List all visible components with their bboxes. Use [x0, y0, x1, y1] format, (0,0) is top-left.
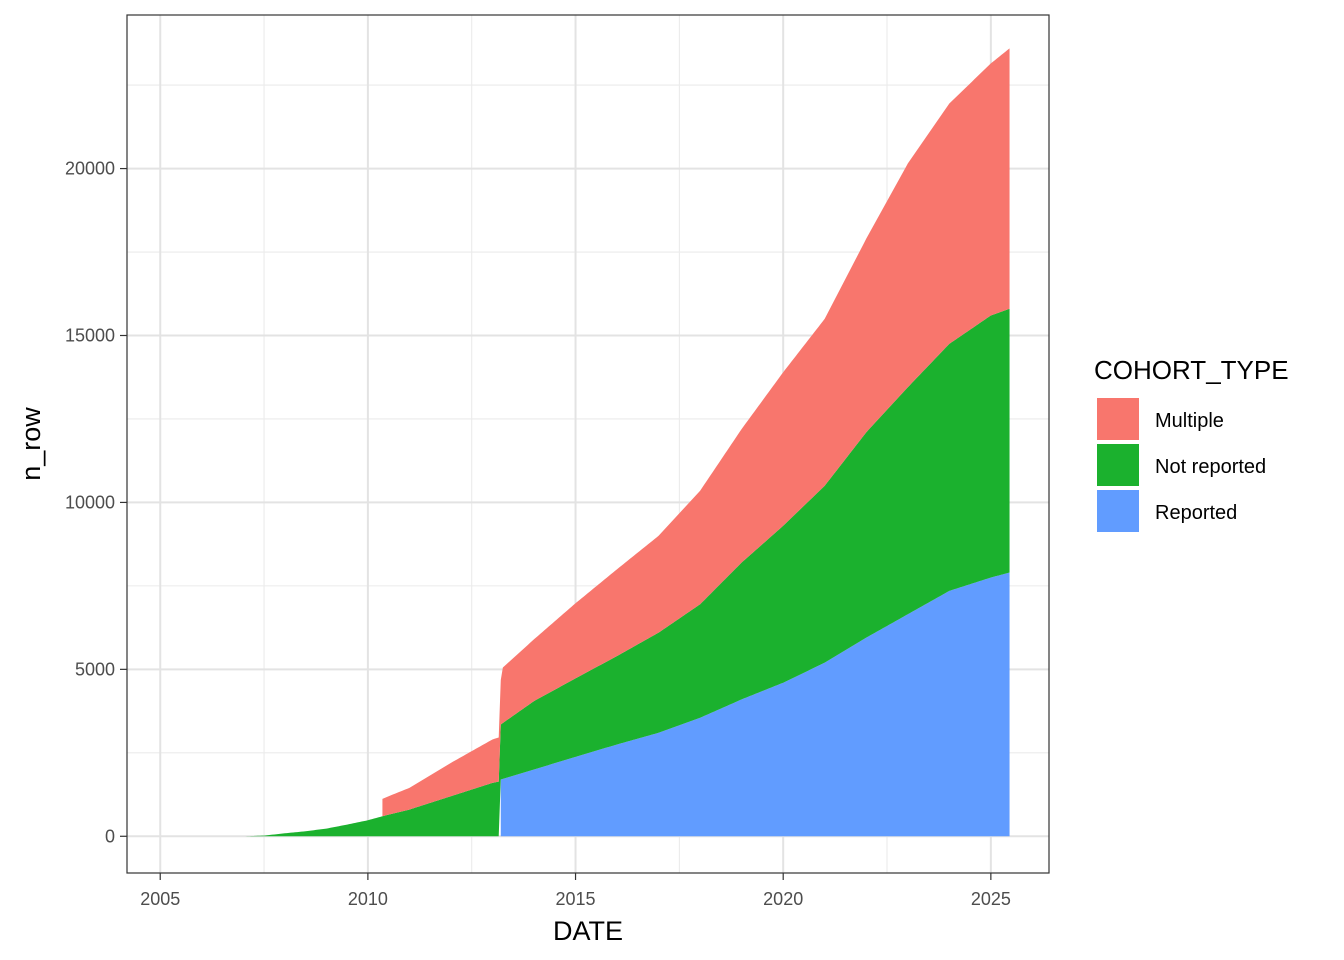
y-tick-label: 15000: [65, 325, 115, 345]
y-axis-title: n_row: [16, 407, 46, 481]
legend-title: COHORT_TYPE: [1094, 355, 1289, 385]
x-axis-title: DATE: [553, 916, 623, 946]
y-axis: 0 5000 10000 15000 20000: [65, 159, 127, 846]
x-tick-label: 2005: [140, 889, 180, 909]
y-tick-label: 0: [105, 826, 115, 846]
x-tick-label: 2010: [348, 889, 388, 909]
x-axis: 2005 2010 2015 2020 2025: [140, 873, 1011, 909]
legend: COHORT_TYPE Multiple Not reported Reported: [1094, 355, 1289, 532]
legend-key-multiple: [1097, 398, 1139, 440]
panel-border: [126, 14, 1050, 874]
area-layers: [160, 48, 1010, 837]
area-not-reported: [160, 308, 1010, 837]
legend-key-reported: [1097, 490, 1139, 532]
y-tick-label: 5000: [75, 659, 115, 679]
x-tick-label: 2025: [971, 889, 1011, 909]
legend-key-not-reported: [1097, 444, 1139, 486]
legend-label-multiple: Multiple: [1155, 410, 1224, 432]
y-tick-label: 10000: [65, 492, 115, 512]
area-reported: [500, 572, 1010, 837]
legend-label-not-reported: Not reported: [1155, 456, 1266, 478]
x-tick-label: 2015: [556, 889, 596, 909]
y-tick-label: 20000: [65, 159, 115, 179]
legend-items: Multiple Not reported Reported: [1097, 398, 1266, 532]
legend-label-reported: Reported: [1155, 502, 1237, 524]
area-multiple: [382, 48, 1010, 817]
x-tick-label: 2020: [763, 889, 803, 909]
